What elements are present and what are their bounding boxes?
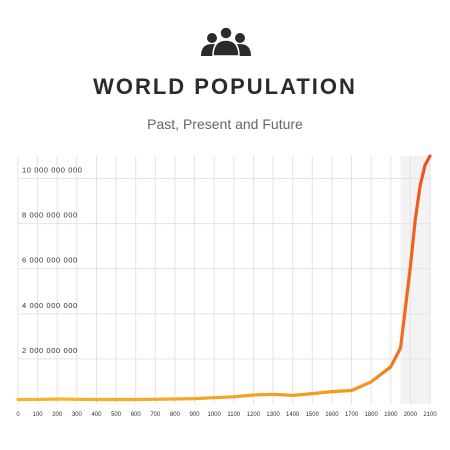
x-tick-label: 2100 (423, 412, 437, 418)
x-tick-label: 800 (170, 412, 181, 418)
y-axis: 2 000 000 000 4 000 000 000 6 000 000 000 8… (22, 166, 83, 355)
x-tick-label: 1000 (208, 412, 222, 418)
x-tick-label: 1200 (247, 412, 261, 418)
x-tick-label: 700 (150, 412, 161, 418)
x-tick-label: 1800 (364, 412, 378, 418)
population-chart: 2 000 000 000 4 000 000 000 6 000 000 000 8… (0, 150, 450, 450)
y-tick-label: 6 000 000 000 (22, 256, 78, 265)
people-group-icon (201, 26, 251, 56)
grid (17, 156, 431, 404)
x-tick-label: 1900 (384, 412, 398, 418)
x-tick-label: 1100 (227, 412, 241, 418)
x-tick-label: 1500 (306, 412, 320, 418)
series-group (16, 154, 432, 402)
x-tick-label: 300 (72, 412, 83, 418)
header: WORLD POPULATION Past, Present and Futur… (0, 0, 450, 160)
y-tick-label: 8 000 000 000 (22, 211, 78, 220)
x-tick-label: 600 (131, 412, 142, 418)
x-tick-label: 2000 (404, 412, 418, 418)
chart-subtitle: Past, Present and Future (147, 116, 303, 132)
forecast-region (400, 156, 430, 404)
x-tick-label: 1600 (325, 412, 339, 418)
x-tick-label: 0 (16, 412, 20, 418)
population-line (16, 154, 432, 402)
x-tick-label: 200 (52, 412, 63, 418)
chart-svg: 2 000 000 000 4 000 000 000 6 000 000 000 8… (16, 154, 437, 418)
x-axis: 0 100 200 300 400 500 600 700 800 900 1000 1100 1200… (16, 412, 437, 418)
x-tick-label: 1300 (266, 412, 280, 418)
y-tick-label: 2 000 000 000 (22, 346, 78, 355)
y-tick-label: 10 000 000 000 (22, 166, 83, 175)
x-tick-label: 1700 (345, 412, 359, 418)
chart-title: WORLD POPULATION (93, 74, 357, 99)
x-tick-label: 400 (91, 412, 102, 418)
x-tick-label: 900 (190, 412, 201, 418)
x-tick-label: 500 (111, 412, 122, 418)
forecast-highlight (400, 156, 430, 404)
x-tick-label: 100 (33, 412, 44, 418)
x-tick-label: 1400 (286, 412, 300, 418)
y-tick-label: 4 000 000 000 (22, 301, 78, 310)
